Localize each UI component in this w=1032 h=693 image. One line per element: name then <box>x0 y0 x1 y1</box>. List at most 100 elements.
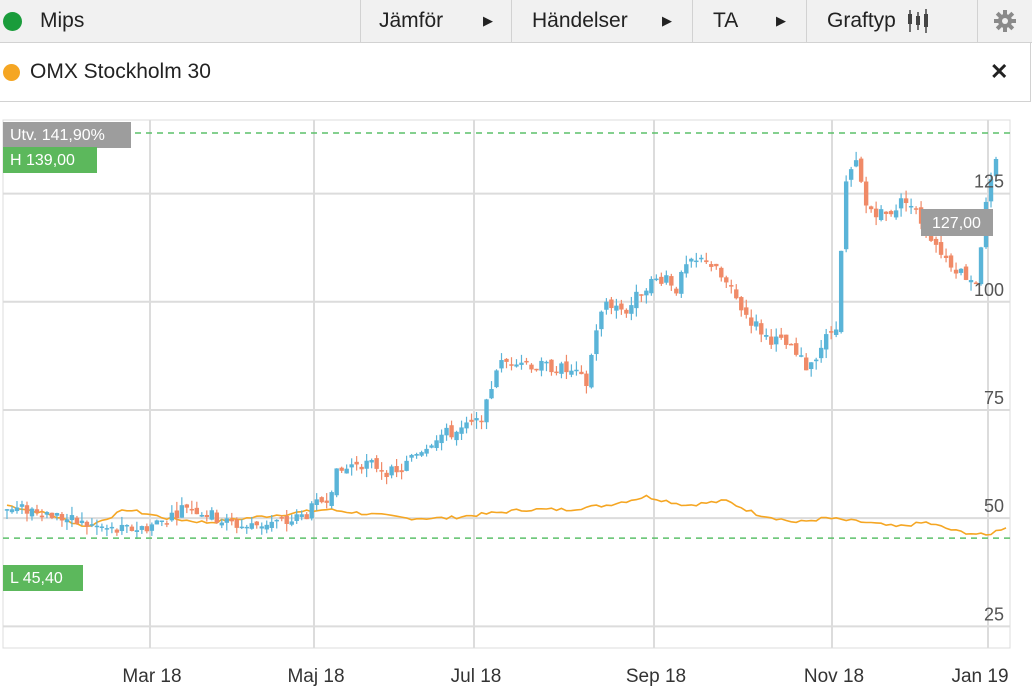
settings-button[interactable] <box>977 0 1032 42</box>
candle <box>339 466 344 473</box>
change-badge: Utv. 141,90% <box>3 122 131 148</box>
candle <box>509 357 514 371</box>
candle <box>804 353 809 371</box>
low-badge-text: L 45,40 <box>10 570 63 587</box>
candle <box>769 329 774 349</box>
candle <box>314 493 319 511</box>
y-tick-label: 100 <box>974 280 1004 300</box>
candle <box>469 413 474 426</box>
candle <box>759 319 764 343</box>
ta-menu[interactable]: TA ▶ <box>692 0 806 42</box>
candle <box>334 468 339 498</box>
comparison-legend: OMX Stockholm 30 ✕ <box>0 43 1031 102</box>
candle <box>49 512 55 520</box>
candle <box>144 523 150 534</box>
candle <box>439 429 444 451</box>
candle <box>499 353 504 373</box>
high-badge-text: H 139,00 <box>10 152 75 169</box>
candle <box>858 156 864 184</box>
compare-menu[interactable]: Jämför ▶ <box>360 0 511 42</box>
candle <box>903 190 909 212</box>
charttype-label: Graftyp <box>827 9 896 32</box>
candle <box>948 253 954 272</box>
candle <box>833 321 839 338</box>
price-chart[interactable]: 25 50 75 100 125 Mar 18 Maj 18 Jul 18 Sep 18 Nov… <box>0 102 1032 688</box>
candle <box>294 509 299 524</box>
x-axis-labels: Mar 18 Maj 18 Jul 18 Sep 18 Nov 18 Jan 19 <box>122 666 1008 687</box>
candle <box>419 450 424 457</box>
candle <box>519 354 524 370</box>
candle <box>219 518 224 529</box>
charttype-menu[interactable]: Graftyp <box>806 0 977 42</box>
candle <box>244 524 249 534</box>
candle <box>534 368 539 372</box>
candle <box>384 470 389 485</box>
candle <box>649 276 654 296</box>
candle <box>729 279 734 294</box>
events-label: Händelser <box>532 9 628 32</box>
candle <box>344 464 349 474</box>
candle <box>764 328 769 340</box>
candle <box>853 151 859 168</box>
candle <box>838 250 844 334</box>
candle <box>938 235 944 259</box>
candle <box>684 255 689 278</box>
candle <box>254 520 259 529</box>
candle <box>169 505 175 522</box>
index-line <box>6 494 1007 536</box>
candle <box>204 510 209 522</box>
instrument-name: Mips <box>40 9 85 32</box>
candle <box>958 268 964 276</box>
candle <box>134 521 140 540</box>
compare-arrow-icon: ▶ <box>483 13 493 28</box>
candle <box>988 172 994 208</box>
x-tick-label: Sep 18 <box>626 666 686 687</box>
candle <box>564 354 569 380</box>
plot-frame <box>2 119 1011 649</box>
candle <box>464 416 469 434</box>
candle <box>459 420 464 440</box>
candle <box>624 308 629 318</box>
candle <box>329 490 334 509</box>
candle <box>539 357 544 377</box>
candle <box>179 497 185 518</box>
candle <box>104 524 110 537</box>
candle <box>389 464 394 479</box>
candle <box>873 201 879 226</box>
events-menu[interactable]: Händelser ▶ <box>511 0 692 42</box>
candle <box>119 516 125 535</box>
candle <box>229 512 234 526</box>
candle <box>734 284 739 300</box>
candle <box>324 493 329 509</box>
ta-arrow-icon: ▶ <box>776 13 786 28</box>
candle <box>279 515 284 522</box>
index-legend-dot <box>3 64 20 81</box>
candle <box>224 513 229 531</box>
candle <box>9 505 15 514</box>
chart-grid <box>2 119 1011 649</box>
candle <box>699 254 704 263</box>
candle <box>414 452 419 459</box>
candle <box>364 454 369 478</box>
candle <box>249 516 254 530</box>
index-layer <box>6 494 1007 536</box>
candle <box>604 298 609 315</box>
last-price-text: 127,00 <box>932 215 981 232</box>
candle <box>84 520 90 535</box>
remove-comparison-close-icon[interactable]: ✕ <box>990 59 1009 84</box>
x-tick-label: Nov 18 <box>804 666 864 687</box>
candle <box>14 501 20 514</box>
candle <box>774 328 779 352</box>
candle <box>639 294 644 302</box>
candle <box>129 524 135 532</box>
price-chart-svg: 25 50 75 100 125 Mar 18 Maj 18 Jul 18 Sep 18 Nov… <box>2 119 1011 687</box>
candle <box>843 175 849 253</box>
candles-layer <box>4 151 999 540</box>
candle <box>319 496 324 504</box>
candle <box>399 463 404 480</box>
candle <box>19 500 25 515</box>
instrument-selector[interactable]: Mips <box>0 0 360 42</box>
candle <box>544 360 549 372</box>
candle <box>584 370 589 394</box>
candle <box>878 205 884 222</box>
